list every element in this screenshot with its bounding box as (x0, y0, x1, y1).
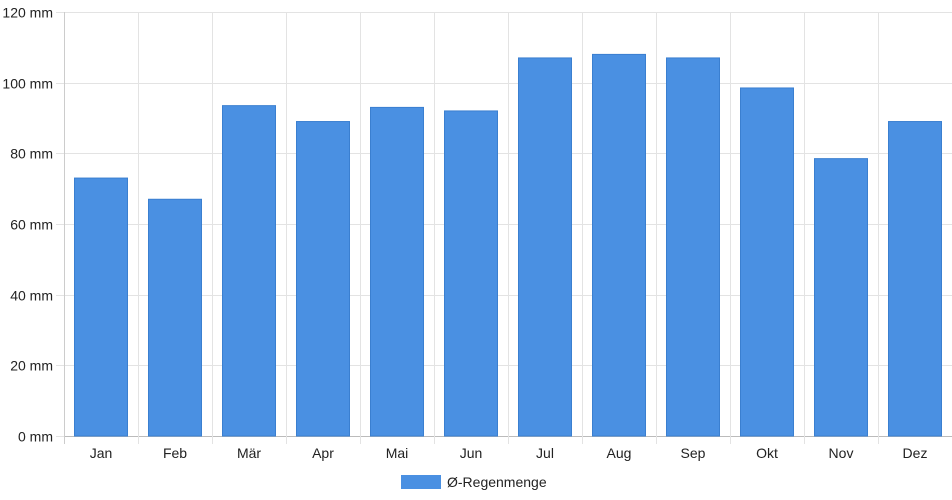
x-axis-tick-labels: Jan Feb Mär Apr Mai Jun Jul Aug Sep Okt Nov Dez (90, 445, 928, 461)
bars (74, 53, 942, 437)
legend[interactable]: Ø-Regenmenge (401, 474, 547, 490)
y-tick-label: 120 mm (2, 5, 53, 21)
bar[interactable] (666, 57, 720, 437)
bar[interactable] (888, 121, 942, 437)
x-tick-label: Sep (681, 445, 706, 461)
x-tick-label: Nov (829, 445, 854, 461)
bar[interactable] (222, 105, 276, 437)
y-tick-label: 40 mm (10, 288, 53, 304)
x-tick-label: Dez (903, 445, 928, 461)
bar[interactable] (148, 198, 202, 437)
bar[interactable] (370, 106, 424, 437)
y-tick-label: 100 mm (2, 76, 53, 92)
x-tick-label: Okt (756, 445, 778, 461)
y-axis-tick-labels: 0 mm 20 mm 40 mm 60 mm 80 mm 100 mm 120 mm (2, 5, 53, 445)
y-tick-label: 20 mm (10, 358, 53, 374)
bar[interactable] (296, 121, 350, 437)
x-tick-label: Mai (386, 445, 409, 461)
y-tick-label: 60 mm (10, 217, 53, 233)
x-tick-label: Aug (607, 445, 632, 461)
x-tick-label: Feb (163, 445, 187, 461)
legend-label[interactable]: Ø-Regenmenge (447, 474, 547, 490)
bar[interactable] (740, 87, 794, 437)
bar[interactable] (592, 53, 646, 437)
axes (56, 12, 64, 437)
x-tick-label: Jan (90, 445, 113, 461)
bar[interactable] (814, 158, 868, 437)
bar[interactable] (444, 110, 498, 437)
y-tick-label: 80 mm (10, 146, 53, 162)
bar[interactable] (74, 177, 128, 437)
legend-swatch[interactable] (401, 475, 441, 489)
gridlines (64, 12, 952, 444)
x-tick-label: Jun (460, 445, 483, 461)
bar[interactable] (518, 57, 572, 437)
x-tick-label: Apr (312, 445, 334, 461)
y-tick-label: 0 mm (18, 429, 53, 445)
x-tick-label: Jul (536, 445, 554, 461)
x-tick-label: Mär (237, 445, 261, 461)
